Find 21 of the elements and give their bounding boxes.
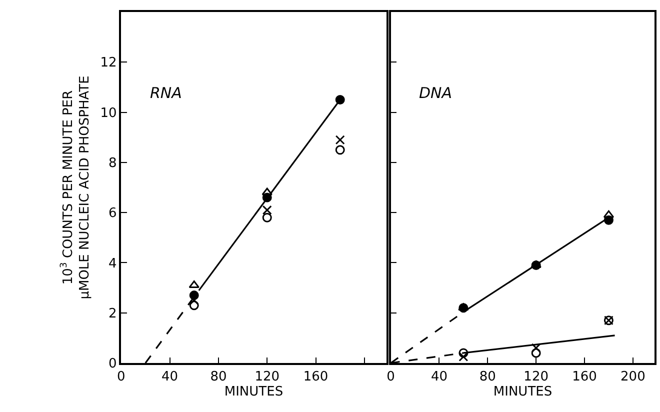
x-axis-title: MINUTES	[493, 384, 552, 400]
x-tick-label: 160	[572, 369, 597, 384]
annotation: DNA	[419, 84, 452, 102]
x-tick-label: 80	[479, 369, 496, 384]
x-tick-label: 120	[254, 369, 280, 384]
x-tick-label: 40	[430, 369, 448, 384]
x-tick-label: 200	[620, 369, 646, 384]
annotation: RNA	[150, 84, 182, 102]
x-tick-label: 0	[386, 369, 395, 384]
y-tick-label: 0	[108, 356, 117, 372]
x-tick-label: 40	[162, 369, 178, 384]
x-axis-title: MINUTES	[224, 384, 284, 400]
y-tick-label: 4	[108, 256, 117, 272]
y-tick-label: 8	[108, 156, 117, 171]
x-tick-label: 80	[210, 369, 227, 384]
y-tick-label: 2	[108, 306, 117, 322]
x-tick-label: 120	[524, 369, 548, 384]
y-tick-label: 10	[100, 106, 117, 121]
x-tick-label: 160	[303, 369, 328, 384]
y-tick-label: 6	[108, 206, 117, 222]
y-tick-label: 12	[100, 56, 117, 71]
